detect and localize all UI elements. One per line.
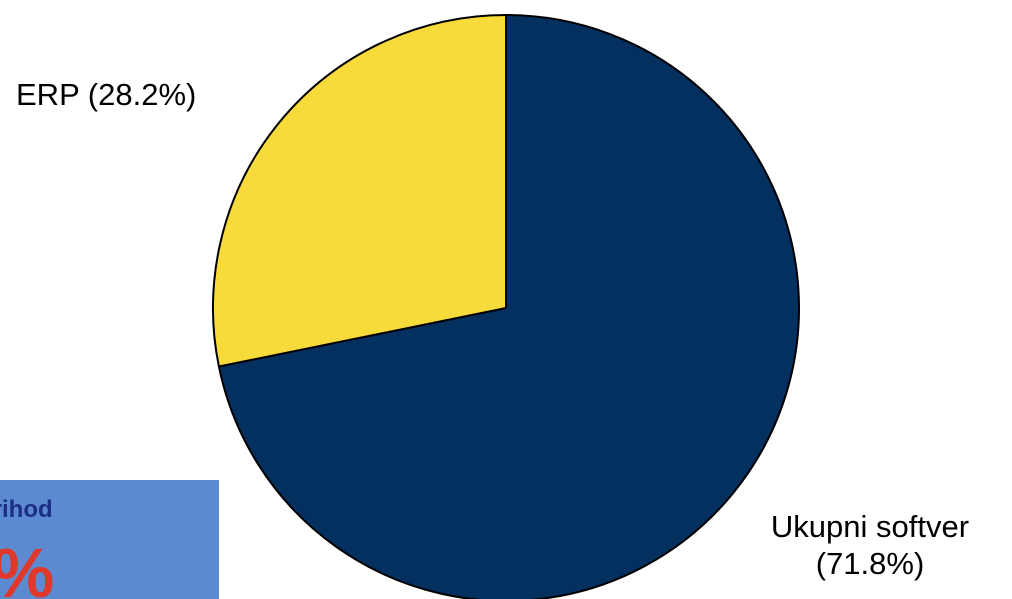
info-box-text: prihod xyxy=(0,496,53,523)
pie-slice-0 xyxy=(217,14,800,599)
info-box: prihod % xyxy=(0,480,219,599)
slice-label-software-name: Ukupni softver xyxy=(770,509,970,544)
slice-label-software-value: (71.8%) xyxy=(815,546,925,581)
slice-label-erp: ERP (28.2%) xyxy=(16,77,197,112)
slice-label-software: Ukupni softver (71.8%) xyxy=(740,508,1000,582)
info-box-value: % xyxy=(0,538,54,599)
pie-slice-1 xyxy=(212,14,507,368)
